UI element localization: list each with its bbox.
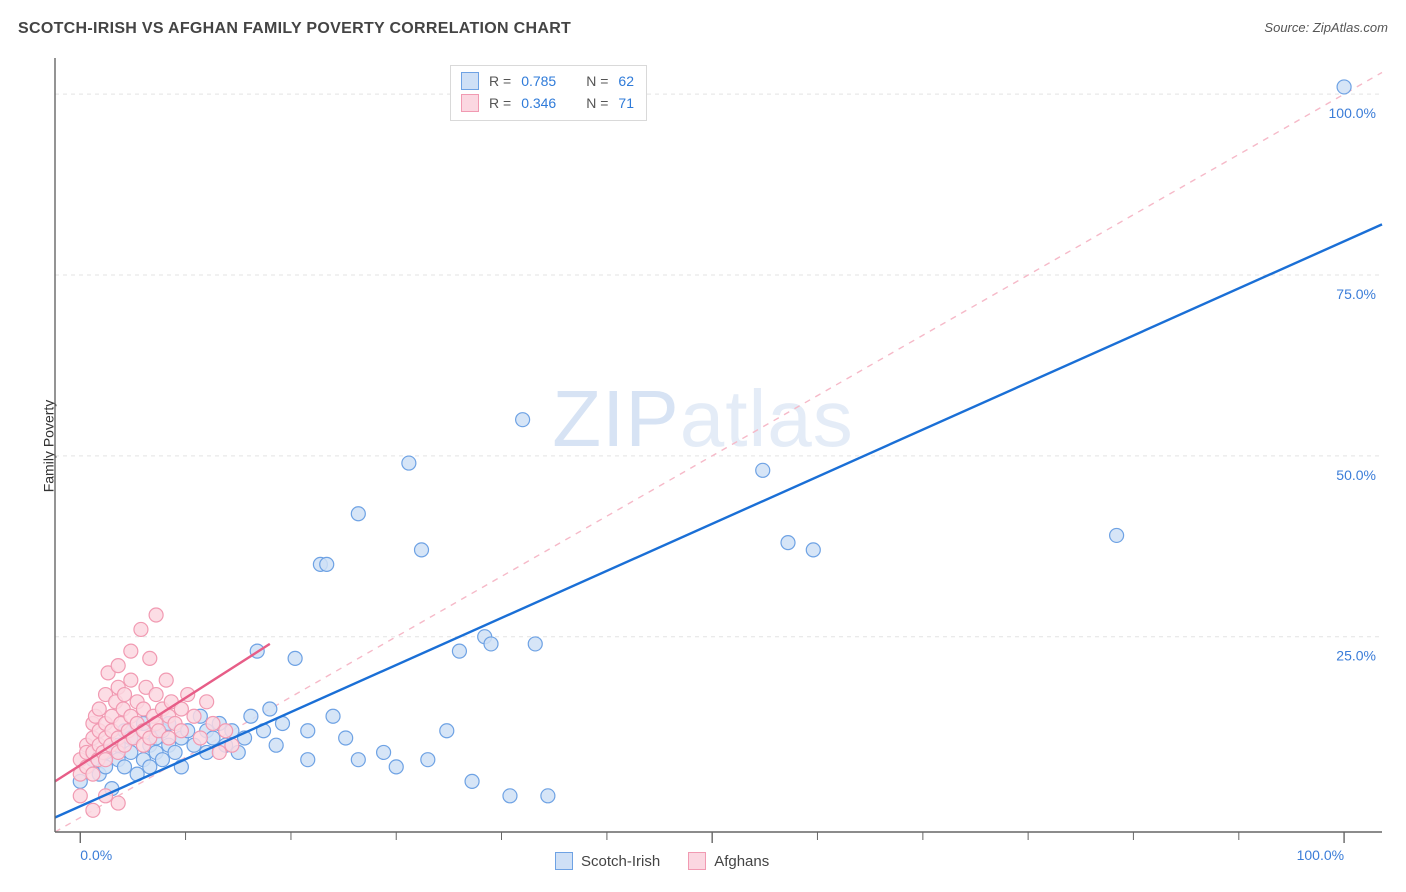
- data-point: [288, 651, 302, 665]
- data-point: [111, 659, 125, 673]
- data-point: [301, 724, 315, 738]
- data-point: [162, 731, 176, 745]
- legend-r-label: R =: [489, 92, 511, 114]
- data-point: [149, 688, 163, 702]
- y-tick-label: 75.0%: [1336, 286, 1376, 302]
- data-point: [452, 644, 466, 658]
- data-point: [320, 557, 334, 571]
- data-point: [301, 753, 315, 767]
- data-point: [402, 456, 416, 470]
- x-tick-label: 0.0%: [80, 847, 112, 863]
- data-point: [174, 724, 188, 738]
- data-point: [484, 637, 498, 651]
- chart-area: Family Poverty ZIPatlas 0.0%100.0%25.0%5…: [0, 0, 1406, 892]
- data-point: [168, 745, 182, 759]
- legend-n-value: 62: [618, 70, 634, 92]
- data-point: [1110, 528, 1124, 542]
- legend-n-label: N =: [586, 92, 608, 114]
- data-point: [99, 753, 113, 767]
- data-point: [134, 622, 148, 636]
- y-tick-label: 100.0%: [1329, 105, 1376, 121]
- data-point: [92, 702, 106, 716]
- series-legend: Scotch-Irish Afghans: [555, 852, 769, 870]
- data-point: [155, 753, 169, 767]
- chart-svg: 0.0% 100.0% 25.0% 50.0% 75.0% 100.0%: [0, 0, 1406, 892]
- data-point: [326, 709, 340, 723]
- data-point: [351, 507, 365, 521]
- legend-series-label: Scotch-Irish: [581, 853, 660, 870]
- correlation-legend: R = 0.785 N = 62 R = 0.346 N = 71: [450, 65, 647, 121]
- data-point: [541, 789, 555, 803]
- data-point: [756, 463, 770, 477]
- legend-swatch: [688, 852, 706, 870]
- data-point: [415, 543, 429, 557]
- data-point: [118, 760, 132, 774]
- data-point: [206, 716, 220, 730]
- y-tick-label: 50.0%: [1336, 467, 1376, 483]
- data-point: [503, 789, 517, 803]
- legend-swatch: [461, 72, 479, 90]
- data-point: [516, 413, 530, 427]
- data-point: [389, 760, 403, 774]
- legend-row: R = 0.785 N = 62: [461, 70, 636, 92]
- data-point: [421, 753, 435, 767]
- legend-r-value: 0.346: [521, 92, 556, 114]
- data-point: [263, 702, 277, 716]
- legend-swatch: [555, 852, 573, 870]
- legend-row: R = 0.346 N = 71: [461, 92, 636, 114]
- legend-n-value: 71: [618, 92, 634, 114]
- data-point: [159, 673, 173, 687]
- data-point: [149, 608, 163, 622]
- data-point: [219, 724, 233, 738]
- legend-swatch: [461, 94, 479, 112]
- data-point: [206, 731, 220, 745]
- data-point: [200, 695, 214, 709]
- x-tick-label: 100.0%: [1297, 847, 1344, 863]
- data-point: [351, 753, 365, 767]
- legend-series-label: Afghans: [714, 853, 769, 870]
- data-point: [440, 724, 454, 738]
- data-point: [118, 688, 132, 702]
- data-point: [73, 789, 87, 803]
- data-point: [143, 651, 157, 665]
- legend-n-label: N =: [586, 70, 608, 92]
- data-point: [528, 637, 542, 651]
- data-point: [781, 536, 795, 550]
- data-point: [124, 644, 138, 658]
- legend-r-value: 0.785: [521, 70, 556, 92]
- legend-r-label: R =: [489, 70, 511, 92]
- data-point: [269, 738, 283, 752]
- legend-series-item: Afghans: [688, 852, 769, 870]
- legend-series-item: Scotch-Irish: [555, 852, 660, 870]
- data-point: [124, 673, 138, 687]
- data-point: [377, 745, 391, 759]
- y-tick-label: 25.0%: [1336, 648, 1376, 664]
- data-point: [86, 767, 100, 781]
- data-point: [465, 774, 479, 788]
- data-point: [806, 543, 820, 557]
- data-point: [111, 796, 125, 810]
- data-point: [1337, 80, 1351, 94]
- trendline: [55, 224, 1382, 817]
- data-point: [244, 709, 258, 723]
- data-point: [187, 709, 201, 723]
- data-point: [339, 731, 353, 745]
- data-point: [86, 803, 100, 817]
- data-point: [193, 731, 207, 745]
